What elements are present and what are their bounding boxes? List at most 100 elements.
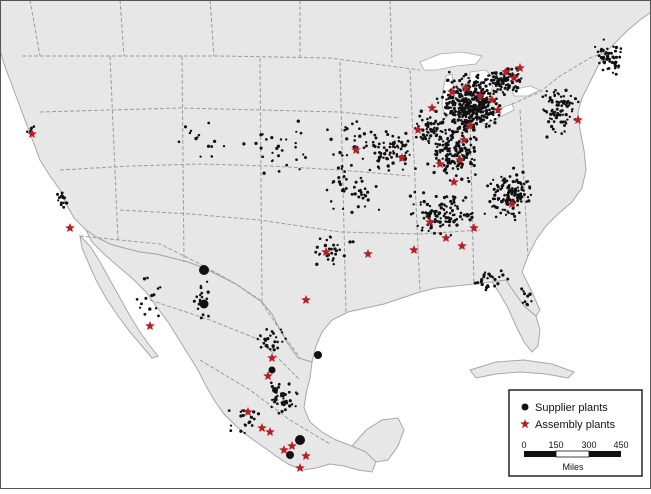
supplier-plant-dot <box>473 281 477 285</box>
assembly-plants-layer <box>27 63 583 472</box>
supplier-plant-dot <box>198 293 202 297</box>
supplier-plant-dot <box>557 92 560 96</box>
supplier-plant-dot <box>415 122 419 125</box>
supplier-plant-dot <box>473 90 477 94</box>
supplier-plant-dot <box>142 277 147 281</box>
supplier-plant-dot <box>479 120 482 124</box>
supplier-plant-dot <box>352 145 355 149</box>
supplier-plant-dot <box>62 201 65 205</box>
supplier-plant-dot <box>613 49 618 53</box>
scale-bar-segment-3 <box>589 451 621 457</box>
supplier-plant-dot <box>567 104 571 107</box>
scale-unit-label: Miles <box>562 462 584 472</box>
supplier-plant-dot <box>295 130 298 133</box>
supplier-plant-dot <box>270 385 274 389</box>
supplier-plant-dot <box>282 397 285 400</box>
supplier-plant-dot <box>482 103 486 107</box>
supplier-plant-dot <box>360 179 364 183</box>
supplier-plant-dot <box>446 137 449 141</box>
supplier-plant-dot <box>444 132 448 135</box>
supplier-plant-dot <box>511 206 515 210</box>
supplier-plant-dot <box>522 292 527 296</box>
supplier-plant-dot <box>434 120 437 124</box>
supplier-plant-dot <box>344 187 348 190</box>
supplier-plant-dot <box>468 150 472 154</box>
supplier-plant-dot <box>360 193 363 197</box>
supplier-plant-dot <box>200 295 204 299</box>
supplier-plant-dot <box>32 125 36 128</box>
supplier-plant-dot <box>454 147 457 150</box>
supplier-plant-dot <box>555 100 559 104</box>
supplier-plant-dot <box>552 91 556 94</box>
supplier-plant-dot <box>261 133 264 136</box>
supplier-plant-dot <box>488 95 492 98</box>
supplier-plant-dot <box>377 145 380 149</box>
legend-supplier-dot <box>521 403 529 411</box>
supplier-plant-dot <box>472 135 476 139</box>
supplier-plant-dot <box>512 166 516 170</box>
supplier-plant-dot <box>435 128 438 131</box>
supplier-plant-dot <box>494 75 498 79</box>
supplier-plant-dot <box>434 142 438 146</box>
supplier-plant-dot <box>479 82 482 86</box>
supplier-plant-dot <box>614 55 619 59</box>
supplier-plant-dot <box>329 200 333 203</box>
supplier-plant-dot <box>342 254 346 258</box>
supplier-plant-dot <box>596 50 600 54</box>
supplier-plant-dot <box>337 176 341 180</box>
supplier-plant-dot <box>475 118 479 121</box>
supplier-plant-dot <box>460 103 464 107</box>
supplier-plant-dot <box>351 122 354 126</box>
supplier-plant-dot <box>445 141 449 145</box>
supplier-plant-dot <box>468 218 472 222</box>
supplier-plant-dot <box>483 271 487 274</box>
supplier-plant-dot <box>483 212 486 215</box>
supplier-plant-dot <box>501 273 505 277</box>
supplier-plant-dot <box>515 173 519 177</box>
supplier-plant-dot <box>513 214 517 218</box>
supplier-plant-dot <box>486 103 490 107</box>
supplier-plant-dot <box>455 223 459 227</box>
supplier-plant-dot <box>266 345 269 349</box>
supplier-plant-dot <box>194 136 198 141</box>
supplier-plant-dot <box>357 195 361 199</box>
supplier-plant-dot <box>563 130 566 133</box>
supplier-plant-dot <box>384 148 389 153</box>
supplier-plant-dot <box>210 155 214 158</box>
supplier-plant-dot <box>205 297 209 301</box>
supplier-plant-dot <box>507 211 510 215</box>
supplier-plant-dot <box>401 168 405 171</box>
supplier-plant-dot <box>492 75 496 79</box>
supplier-plant-dot <box>205 280 209 283</box>
scale-tick-450: 450 <box>613 440 628 450</box>
supplier-plant-dot <box>486 112 490 116</box>
supplier-plant-dot <box>274 397 278 402</box>
supplier-plant-dot <box>460 134 464 138</box>
supplier-plant-dot <box>516 180 521 185</box>
supplier-plant-dot <box>468 110 472 113</box>
supplier-plant-dot <box>488 82 492 86</box>
supplier-plant-dot <box>503 193 506 197</box>
supplier-plant-dot <box>156 287 160 290</box>
supplier-plant-dot <box>448 224 451 227</box>
supplier-plant-dot <box>450 80 454 84</box>
supplier-plant-dot <box>507 75 510 79</box>
assembly-plant-star <box>287 441 297 450</box>
supplier-plant-dot <box>554 130 557 134</box>
supplier-plant-dot <box>516 72 520 76</box>
supplier-plant-dot <box>445 205 448 208</box>
supplier-plant-dot <box>518 79 522 83</box>
supplier-plant-dot <box>373 151 377 155</box>
supplier-plant-dot <box>505 78 510 82</box>
supplier-plant-dot <box>516 199 520 203</box>
supplier-plant-dot <box>454 154 459 158</box>
assembly-plant-star <box>455 155 465 164</box>
supplier-plant-dot <box>206 290 210 294</box>
supplier-plant-dot <box>528 185 532 189</box>
supplier-plant-dot <box>459 118 463 122</box>
supplier-plant-dot <box>468 102 471 105</box>
border-line-16 <box>149 299 301 381</box>
supplier-plant-dot <box>355 120 359 123</box>
supplier-plant-dot <box>503 208 507 212</box>
supplier-plant-dot <box>445 98 448 101</box>
